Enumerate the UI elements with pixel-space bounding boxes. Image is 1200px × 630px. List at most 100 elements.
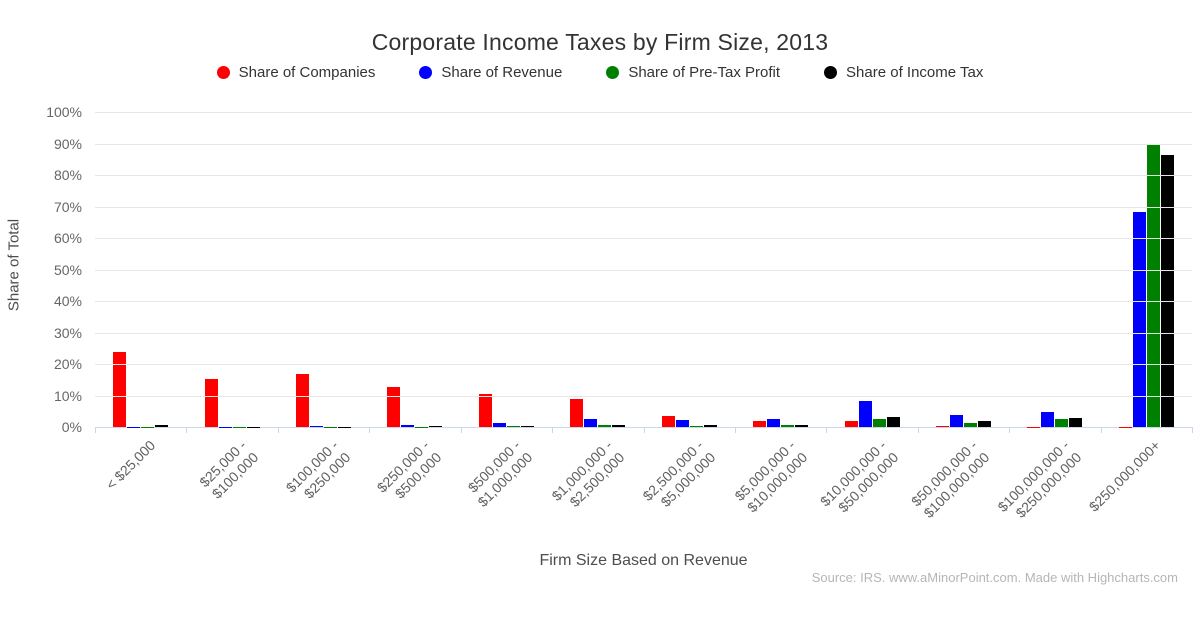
x-axis-tick xyxy=(1100,427,1102,433)
x-axis-tick xyxy=(369,427,371,433)
bar[interactable] xyxy=(858,401,872,427)
bar[interactable] xyxy=(1132,211,1146,427)
x-axis-tick xyxy=(552,427,554,433)
bar[interactable] xyxy=(703,425,717,427)
bar[interactable] xyxy=(844,420,858,427)
x-axis-tick xyxy=(186,427,188,433)
x-axis-tick xyxy=(1009,427,1011,433)
bar-group-0 xyxy=(95,112,186,427)
legend-marker-icon xyxy=(824,66,838,79)
x-axis-tick xyxy=(1192,427,1193,433)
bar[interactable] xyxy=(1069,418,1083,427)
bar[interactable] xyxy=(886,416,900,427)
chart-title: Corporate Income Taxes by Firm Size, 201… xyxy=(371,29,829,55)
y-axis-label: 30% xyxy=(53,324,82,341)
gridline xyxy=(95,175,1192,176)
y-axis-label: 80% xyxy=(53,167,82,183)
plot-area xyxy=(95,112,1193,433)
gridline xyxy=(95,364,1192,365)
y-axis-label: 20% xyxy=(53,356,82,372)
x-axis-tick xyxy=(643,427,645,433)
gridline xyxy=(95,269,1192,271)
x-axis-tick xyxy=(917,427,919,433)
y-axis-title: Share of Total xyxy=(5,218,23,312)
bar[interactable] xyxy=(964,422,977,427)
legend-item-0[interactable]: Share of Companies xyxy=(216,64,375,81)
bar[interactable] xyxy=(1041,412,1055,427)
bar-group-10 xyxy=(1009,112,1100,427)
bar[interactable] xyxy=(753,421,767,427)
legend-item-1[interactable]: Share of Revenue xyxy=(419,64,562,81)
bar[interactable] xyxy=(795,425,809,427)
bar[interactable] xyxy=(204,379,218,427)
y-axis-label: 70% xyxy=(53,198,82,215)
legend-marker-icon xyxy=(419,66,433,79)
y-axis-label: 40% xyxy=(53,293,82,309)
x-axis-tick xyxy=(460,427,462,433)
bar[interactable] xyxy=(506,426,520,427)
bar[interactable] xyxy=(872,419,886,427)
y-axis-label: 100% xyxy=(46,104,82,120)
bar-group-3 xyxy=(369,112,460,427)
bar[interactable] xyxy=(1055,419,1069,427)
bar[interactable] xyxy=(689,426,703,427)
y-axis-label: 0% xyxy=(61,419,82,435)
bar[interactable] xyxy=(675,420,689,427)
x-axis-tick xyxy=(277,427,279,433)
legend-item-2[interactable]: Share of Pre-Tax Profit xyxy=(606,64,780,81)
bar[interactable] xyxy=(598,425,612,427)
x-axis-tick xyxy=(826,427,828,433)
bar-group-7 xyxy=(735,112,826,427)
bar[interactable] xyxy=(781,425,795,427)
legend-item-label: Share of Income Tax xyxy=(846,64,984,81)
bar[interactable] xyxy=(950,415,963,427)
bar[interactable] xyxy=(520,426,534,427)
gridline xyxy=(95,112,1192,113)
x-axis-tick xyxy=(95,427,96,433)
bar-group-2 xyxy=(278,112,369,427)
legend-item-label: Share of Revenue xyxy=(441,64,563,81)
bar-group-9 xyxy=(918,112,1009,427)
bar-group-11 xyxy=(1101,112,1192,427)
bar[interactable] xyxy=(113,352,127,427)
bar-group-6 xyxy=(644,112,735,427)
y-axis-label: 60% xyxy=(53,230,82,246)
y-axis-label: 90% xyxy=(53,135,82,152)
bar-group-8 xyxy=(826,112,917,427)
bar[interactable] xyxy=(1160,155,1174,427)
gridline xyxy=(95,332,1192,334)
legend-item-3[interactable]: Share of Income Tax xyxy=(824,64,983,81)
bar[interactable] xyxy=(1146,145,1160,427)
bar[interactable] xyxy=(478,393,492,427)
x-axis-title: Firm Size Based on Revenue xyxy=(539,552,748,569)
bar[interactable] xyxy=(401,425,415,427)
legend-marker-icon xyxy=(216,66,230,79)
bar[interactable] xyxy=(155,425,169,427)
gridline xyxy=(95,206,1192,208)
gridline xyxy=(95,395,1192,397)
bar[interactable] xyxy=(570,399,584,427)
bar[interactable] xyxy=(767,418,781,427)
legend-marker-icon xyxy=(606,66,620,79)
bar[interactable] xyxy=(661,415,675,427)
bar[interactable] xyxy=(387,386,401,427)
bar[interactable] xyxy=(429,426,443,427)
bar-groups xyxy=(95,112,1192,427)
bar[interactable] xyxy=(310,426,324,427)
legend-item-label: Share of Pre-Tax Profit xyxy=(628,64,781,81)
bar[interactable] xyxy=(978,421,991,427)
bar[interactable] xyxy=(612,425,626,427)
gridline xyxy=(95,238,1192,239)
gridline xyxy=(95,301,1192,302)
bar[interactable] xyxy=(584,419,598,427)
legend: Share of Companies Share of Revenue Share … xyxy=(0,64,1200,81)
bar[interactable] xyxy=(296,374,310,427)
bar-group-4 xyxy=(461,112,552,427)
bar[interactable] xyxy=(936,426,949,427)
bar[interactable] xyxy=(492,422,506,427)
credits-link[interactable]: Source: IRS. www.aMinorPoint.com. Made w… xyxy=(811,570,1178,585)
gridline xyxy=(95,143,1192,145)
bar-group-1 xyxy=(186,112,277,427)
y-axis-label: 10% xyxy=(53,387,82,404)
